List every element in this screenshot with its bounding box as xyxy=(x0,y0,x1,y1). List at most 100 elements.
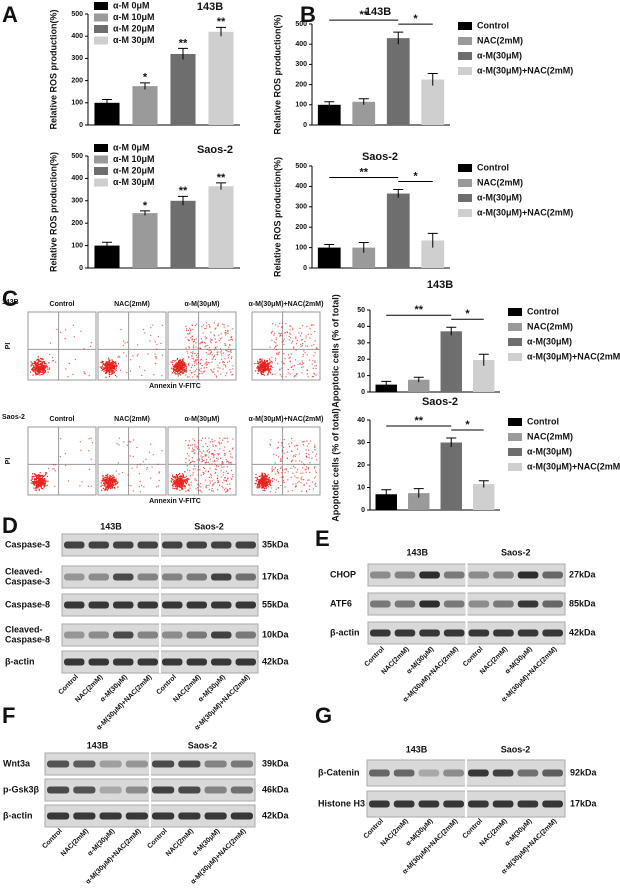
flow-dot xyxy=(45,366,47,368)
flow-dot xyxy=(110,477,112,479)
flow-dot xyxy=(35,489,38,491)
flow-dot xyxy=(136,446,138,448)
blot-band xyxy=(443,769,464,777)
flow-dot xyxy=(107,370,109,372)
flow-dot xyxy=(289,356,291,358)
flow-dot xyxy=(39,368,41,370)
flow-dot xyxy=(44,362,46,364)
flow-dot xyxy=(113,476,115,478)
flow-dot xyxy=(212,484,214,486)
flow-dot xyxy=(306,369,308,371)
flow-dot xyxy=(225,334,227,336)
flow-dot xyxy=(37,482,40,484)
flow-dot xyxy=(308,479,310,481)
flow-dot xyxy=(158,472,160,474)
bar xyxy=(94,102,120,125)
error-bar xyxy=(324,101,335,108)
flow-dot xyxy=(220,476,222,478)
flow-dot xyxy=(296,448,299,450)
flow-dot xyxy=(178,359,181,361)
flow-dot xyxy=(108,482,111,484)
flow-dot xyxy=(80,330,82,332)
flow-dot xyxy=(113,362,115,364)
flow-dot xyxy=(179,479,181,481)
flow-dot xyxy=(39,475,41,477)
flow-dot xyxy=(180,374,182,376)
flow-dot xyxy=(296,339,298,342)
flow-dot xyxy=(112,483,114,485)
flow-dot xyxy=(185,369,187,371)
flow-dot xyxy=(130,359,132,361)
blot-band xyxy=(394,629,416,637)
size-label: 85kDa xyxy=(569,598,597,608)
flow-dot xyxy=(263,367,265,369)
legend-swatch xyxy=(508,353,522,361)
flow-dot xyxy=(192,353,194,355)
flow-dot xyxy=(173,483,175,485)
flow-dot xyxy=(258,482,260,485)
flow-dot xyxy=(115,478,117,480)
flow-dot xyxy=(198,485,200,487)
flow-dot xyxy=(222,461,224,463)
flow-dot xyxy=(259,361,262,363)
flow-dot xyxy=(220,464,222,466)
flow-dot xyxy=(115,367,117,369)
flow-dot xyxy=(264,370,267,372)
flow-dot xyxy=(275,342,277,344)
flow-dot xyxy=(186,480,189,482)
blot-band xyxy=(152,786,175,794)
flow-dot xyxy=(185,330,188,332)
flow-dot xyxy=(34,482,37,484)
flow-dot xyxy=(60,438,62,440)
y-tick-label: 0 xyxy=(361,389,365,396)
flow-dot xyxy=(39,485,42,487)
flow-dot xyxy=(34,475,36,477)
flow-dot xyxy=(106,363,108,365)
flow-dot xyxy=(101,369,103,371)
flow-dot xyxy=(114,370,116,372)
legend-swatch xyxy=(508,463,522,471)
flow-dot xyxy=(188,346,190,348)
flow-dot xyxy=(263,365,265,367)
flow-dot xyxy=(111,359,113,361)
flow-dot xyxy=(42,373,44,375)
flow-dot xyxy=(302,325,304,327)
flow-dot xyxy=(225,491,227,493)
legend-swatch xyxy=(94,144,108,152)
flow-dot xyxy=(224,364,227,366)
flow-dots xyxy=(254,322,318,378)
condition-label: α-M(30μM)+NAC(2mM) xyxy=(249,301,324,308)
flow-dot xyxy=(298,480,300,482)
flow-dot xyxy=(182,487,184,489)
flow-dot xyxy=(285,468,287,470)
flow-dot xyxy=(180,482,182,484)
flow-dot xyxy=(279,333,281,335)
flow-dot xyxy=(180,479,182,481)
size-label: 27kDa xyxy=(569,569,597,579)
flow-dot xyxy=(175,360,177,362)
flow-dot xyxy=(108,375,110,378)
flow-dot xyxy=(180,364,182,366)
flow-dot xyxy=(200,439,202,441)
flow-dot xyxy=(65,368,67,370)
flow-dot xyxy=(266,482,268,484)
y-tick-label: 0 xyxy=(361,507,365,514)
panel-label: F xyxy=(2,703,15,728)
flow-dot xyxy=(186,479,188,481)
flow-dot xyxy=(298,453,300,455)
flow-dot xyxy=(288,357,290,359)
error-bar xyxy=(324,244,335,251)
flow-dot xyxy=(34,473,36,476)
flow-dot xyxy=(176,357,179,360)
flow-dot xyxy=(226,489,228,491)
flow-dot xyxy=(38,489,40,491)
flow-dot xyxy=(227,489,229,491)
flow-dot xyxy=(213,371,215,373)
flow-dot xyxy=(275,357,277,359)
flow-dot xyxy=(178,478,181,480)
flow-dot xyxy=(206,445,208,448)
flow-dot xyxy=(262,368,264,370)
flow-dot xyxy=(200,474,202,476)
flow-dot xyxy=(161,324,163,326)
flow-dot xyxy=(193,452,195,455)
